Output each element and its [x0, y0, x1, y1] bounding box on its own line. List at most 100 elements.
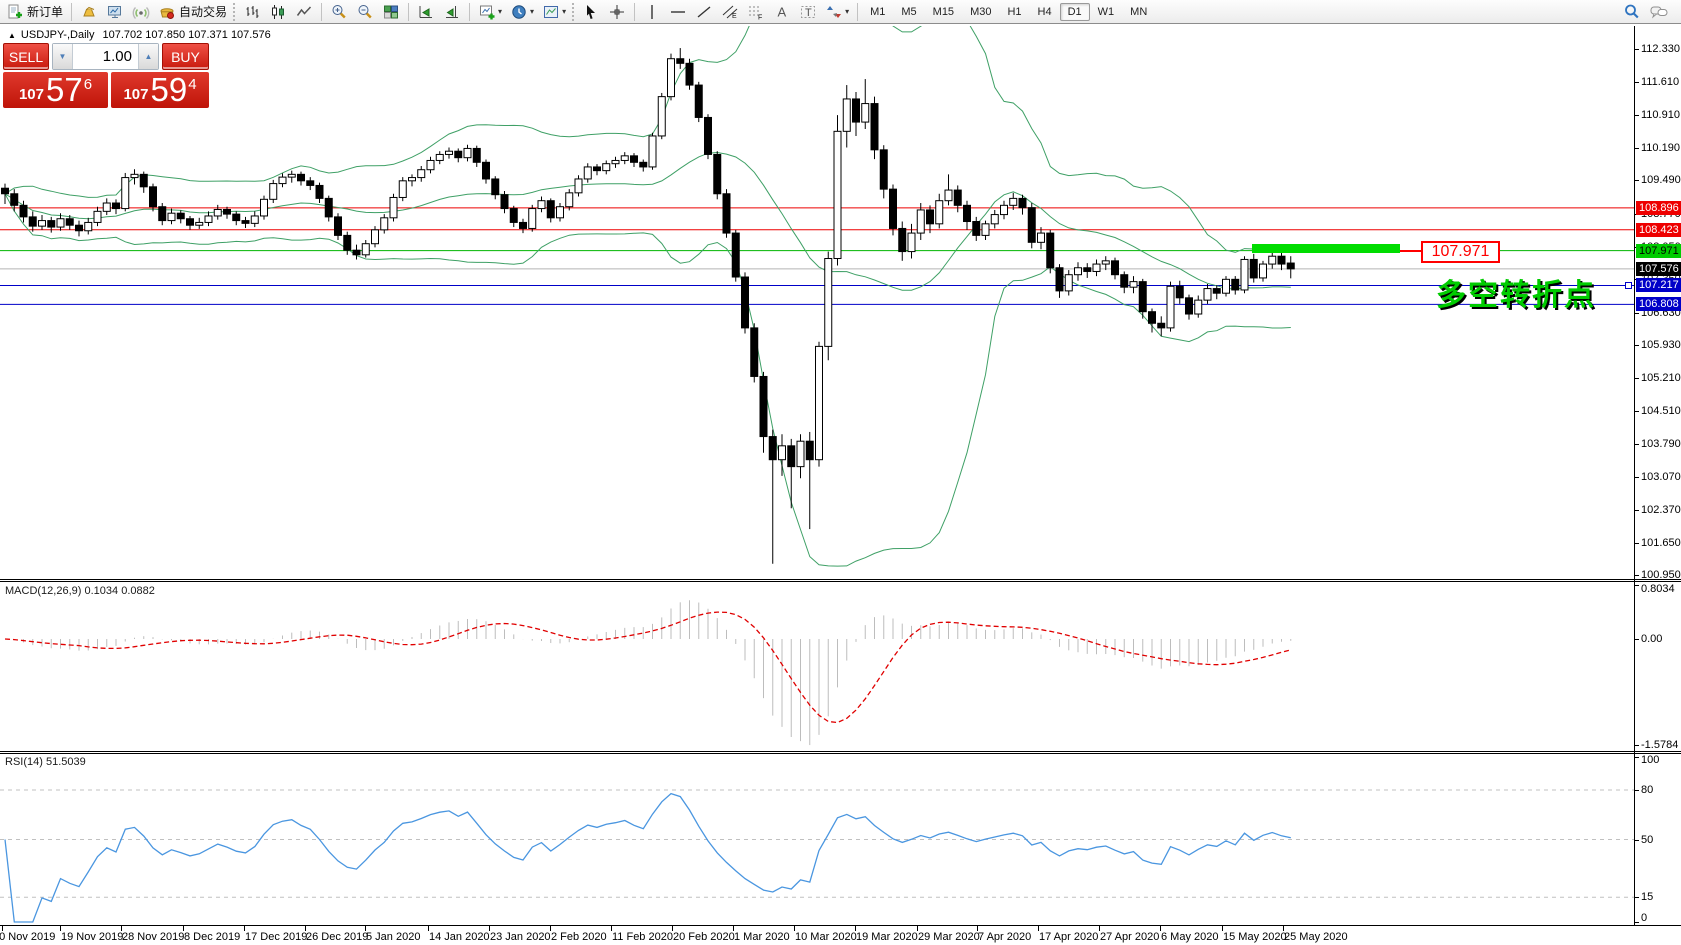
chart-shift-button[interactable]: [439, 1, 465, 22]
date-label: 29 Mar 2020: [918, 931, 980, 943]
macd-signal-line: [4, 611, 1291, 724]
community-chat-button[interactable]: [1645, 1, 1673, 22]
bar-chart-button[interactable]: [239, 1, 265, 22]
arrows-tool-button[interactable]: ▾: [821, 1, 853, 22]
rsi-label: RSI(14) 51.5039: [5, 756, 86, 768]
macd-label: MACD(12,26,9) 0.1034 0.0882: [5, 585, 155, 597]
macd-axis[interactable]: 0.8034 0.00 -1.5784: [1634, 582, 1681, 751]
tile-windows-button[interactable]: [378, 1, 404, 22]
metaeditor-button[interactable]: [102, 1, 128, 22]
sell-price-prefix: 107: [18, 86, 44, 103]
price-tick-label: 112.330: [1641, 43, 1680, 55]
timeframe-W1[interactable]: W1: [1097, 5, 1115, 18]
new-chart-button[interactable]: ▾: [474, 1, 506, 22]
zoom-out-button[interactable]: [352, 1, 378, 22]
price-chart-svg: [0, 0, 1634, 567]
auto-scroll-button[interactable]: [413, 1, 439, 22]
sell-price-display[interactable]: 107 57 6: [3, 72, 108, 108]
separator: [71, 2, 73, 21]
pane-separator[interactable]: [0, 579, 1681, 580]
timeframe-M5[interactable]: M5: [901, 5, 917, 18]
rsi-axis-label: 0: [1641, 912, 1648, 924]
selected-line-handle[interactable]: [1625, 282, 1632, 289]
date-tick: [489, 926, 490, 931]
market-watch-button[interactable]: [76, 1, 102, 22]
channel-tool-button[interactable]: E: [717, 1, 743, 22]
rsi-axis[interactable]: 100 80 50 15 0: [1634, 754, 1681, 925]
sell-button[interactable]: SELL: [3, 43, 49, 70]
bollinger-band-line: [4, 193, 1291, 567]
trendline-tool-button[interactable]: [691, 1, 717, 22]
volume-input[interactable]: [73, 44, 138, 69]
signals-button[interactable]: [128, 1, 154, 22]
buy-price-prefix: 107: [123, 86, 149, 103]
equidistant-channel-icon: E: [722, 5, 738, 20]
buy-button[interactable]: BUY: [162, 43, 209, 70]
autotrading-button[interactable]: 自动交易: [154, 1, 231, 22]
price-tick-label: 110.910: [1641, 108, 1680, 121]
rsi-axis-label: 100: [1641, 754, 1660, 766]
date-label: 17 Apr 2020: [1039, 931, 1099, 943]
templates-button[interactable]: ▾: [538, 1, 570, 22]
chevron-down-icon: ▾: [562, 7, 567, 16]
price-tick-label: 105.210: [1641, 372, 1681, 385]
price-axis[interactable]: 112.330111.610110.910110.190109.490108.7…: [1634, 26, 1681, 581]
macd-pane[interactable]: [0, 582, 1634, 751]
zoom-in-button[interactable]: [326, 1, 352, 22]
periods-button[interactable]: ▾: [506, 1, 538, 22]
rsi-axis-label: 15: [1641, 891, 1654, 904]
timeframe-D1[interactable]: D1: [1059, 2, 1090, 21]
date-tick: [1283, 926, 1284, 931]
resistance-zone-rect[interactable]: [1252, 244, 1400, 253]
crosshair-tool-button[interactable]: [604, 1, 630, 22]
timeframe-M1[interactable]: M1: [870, 5, 886, 18]
price-tick: [1634, 443, 1639, 445]
pane-separator: [0, 753, 1681, 754]
timeframe-M15[interactable]: M15: [932, 5, 955, 18]
macd-axis-label: 0.00: [1641, 633, 1663, 645]
price-tick: [1634, 542, 1639, 544]
svg-text:A: A: [778, 4, 787, 19]
bollinger-band-line: [4, 0, 1291, 253]
date-label: 28 Nov 2019: [122, 931, 185, 943]
buy-price-pip: 4: [188, 76, 197, 93]
price-tick: [1634, 147, 1639, 149]
timeframe-MN[interactable]: MN: [1130, 5, 1148, 18]
vline-tool-button[interactable]: [639, 1, 665, 22]
line-price-label: 107.971: [1636, 243, 1681, 258]
date-tick: [1160, 926, 1161, 931]
timeframe-H1[interactable]: H1: [1007, 5, 1022, 18]
new-order-button[interactable]: 新订单: [2, 1, 67, 22]
price-tick: [1634, 82, 1639, 84]
text-label-icon: T: [801, 5, 816, 19]
chevron-down-icon: ▾: [845, 7, 850, 16]
pane-separator[interactable]: [0, 751, 1681, 752]
line-chart-button[interactable]: [291, 1, 317, 22]
candlestick-chart-button[interactable]: [265, 1, 291, 22]
volume-control: ▼ ▲: [52, 43, 159, 70]
cursor-tool-button[interactable]: [578, 1, 604, 22]
main-chart-pane[interactable]: [0, 0, 1634, 579]
price-callout-label[interactable]: 107.971: [1421, 241, 1500, 263]
candles: [1, 48, 1295, 564]
text-tool-button[interactable]: A: [769, 1, 795, 22]
hline-tool-button[interactable]: [665, 1, 691, 22]
new-order-label: 新订单: [27, 5, 64, 19]
fibonacci-tool-button[interactable]: F: [743, 1, 769, 22]
timeframe-M30[interactable]: M30: [970, 5, 992, 18]
volume-decrease-button[interactable]: ▼: [53, 44, 73, 69]
rsi-pane[interactable]: [0, 754, 1634, 925]
timeframe-H4[interactable]: H4: [1037, 5, 1052, 18]
text-label-tool-button[interactable]: T: [795, 1, 821, 22]
price-tick: [1634, 180, 1639, 182]
collapse-panel-arrow[interactable]: ▲: [8, 31, 16, 40]
annotation-text[interactable]: 多空转折点: [1436, 279, 1596, 312]
volume-increase-button[interactable]: ▲: [138, 44, 158, 69]
search-button[interactable]: [1619, 1, 1645, 22]
autotrading-icon: [160, 7, 175, 19]
buy-price-display[interactable]: 107 59 4: [111, 72, 209, 108]
rsi-tick: [1634, 757, 1639, 758]
chart-shift-icon: [446, 5, 459, 18]
sell-price-pip: 6: [83, 76, 93, 93]
callout-connector: [1400, 250, 1421, 252]
